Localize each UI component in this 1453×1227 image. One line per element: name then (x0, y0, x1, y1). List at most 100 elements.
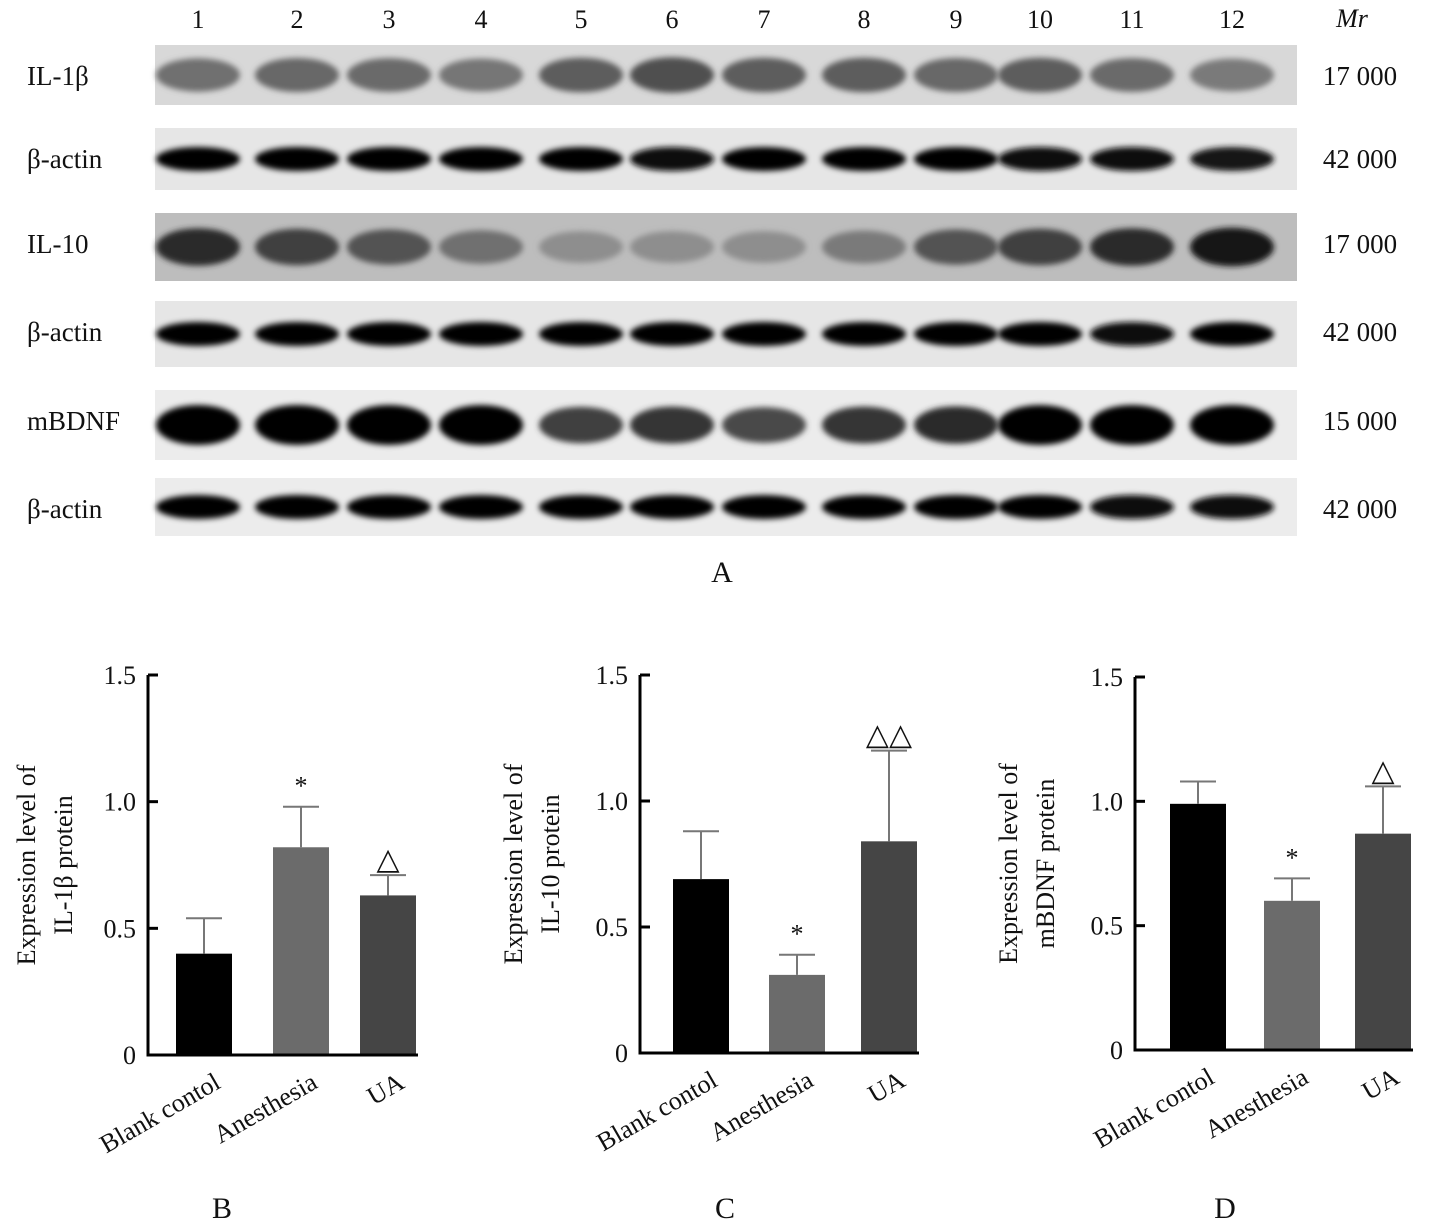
blot-band (822, 322, 906, 346)
bar (769, 974, 825, 1053)
blot-band (156, 405, 240, 445)
blot-band (439, 322, 523, 346)
blot-row-mr: 17 000 (1323, 61, 1397, 91)
blot-row-label: β-actin (27, 317, 103, 347)
blot-band (1090, 228, 1174, 266)
blot-band (1090, 495, 1174, 519)
blot-band (255, 322, 339, 346)
y-tick-label: 0 (615, 1039, 628, 1068)
blot-band (255, 495, 339, 519)
blot-band (156, 322, 240, 346)
lane-number: 3 (383, 5, 396, 34)
blot-row-label: IL-10 (27, 229, 88, 259)
significance-marker: △ (1371, 754, 1394, 787)
y-tick-label: 0.5 (104, 914, 137, 943)
mr-header: Mr (1335, 4, 1369, 33)
blot-band (255, 228, 339, 266)
blot-row: β-actin 42 000 (27, 128, 1397, 190)
category-label: UA (1357, 1062, 1404, 1106)
blot-row-label: mBDNF (27, 406, 120, 436)
blot-band (1190, 495, 1274, 519)
y-axis-label: Expression level of (994, 763, 1023, 964)
blot-band (722, 322, 806, 346)
lane-number: 1 (192, 5, 205, 34)
blot-band (255, 147, 339, 171)
lane-number: 6 (666, 5, 679, 34)
blot-band (539, 57, 623, 93)
blot-band (439, 58, 523, 92)
blot-band (630, 322, 714, 346)
blot-band (1090, 405, 1174, 445)
lane-number: 9 (950, 5, 963, 34)
blot-band (1190, 322, 1274, 346)
blot-row: IL-1β 17 000 (27, 45, 1397, 105)
blot-band (722, 231, 806, 263)
blot-band (439, 495, 523, 519)
blot-band (156, 147, 240, 171)
blot-band (914, 406, 998, 444)
lane-numbers: 1 2 3 4 5 6 7 8 9 10 11 12 (192, 5, 1246, 34)
panel-label: B (212, 1192, 232, 1225)
blot-row-mr: 42 000 (1323, 317, 1397, 347)
blot-band (439, 405, 523, 445)
bar (861, 841, 917, 1053)
blot-band (914, 495, 998, 519)
blot-band (998, 57, 1082, 93)
bar-charts: * △ 0 0.5 1.0 1.5 Expression level of IL-1β pro… (12, 661, 1413, 1225)
blot-band (1190, 405, 1274, 445)
blot-band (998, 495, 1082, 519)
blot-band (822, 57, 906, 93)
bar-chart-d: * △ 0 0.5 1.0 1.5 Expression level of mBDNF pro… (994, 663, 1413, 1225)
y-tick-label: 1.5 (1091, 663, 1124, 692)
category-label: Anesthesia (705, 1065, 819, 1147)
significance-marker: * (1286, 843, 1299, 872)
blot-band (439, 230, 523, 264)
blot-band (1090, 322, 1174, 346)
blot-row-label: β-actin (27, 144, 103, 174)
y-tick-label: 0.5 (1091, 912, 1124, 941)
category-label: UA (863, 1065, 910, 1109)
category-label: Blank contol (592, 1065, 722, 1157)
blot-row: IL-10 17 000 (27, 213, 1397, 281)
significance-marker: * (295, 772, 308, 801)
blot-row: mBDNF 15 000 (27, 390, 1397, 460)
blot-band (722, 407, 806, 443)
blot-band (630, 495, 714, 519)
blot-row-mr: 42 000 (1323, 144, 1397, 174)
bar-chart-c: * △△ 0 0.5 1.0 1.5 Expression level of IL-10 pr… (499, 661, 919, 1225)
blot-band (347, 58, 431, 92)
blot-band (539, 495, 623, 519)
category-label: UA (362, 1067, 409, 1111)
blot-band (998, 228, 1082, 266)
blot-band (630, 57, 714, 93)
blot-band (914, 229, 998, 265)
bar (360, 895, 416, 1055)
blot-band (822, 230, 906, 264)
blot-row-mr: 42 000 (1323, 494, 1397, 524)
y-axis-label: IL-1β protein (49, 795, 78, 935)
lane-number: 12 (1219, 5, 1245, 34)
blot-band (347, 495, 431, 519)
blot-band (998, 322, 1082, 346)
blot-band (630, 147, 714, 171)
y-axis-label: Expression level of (12, 764, 41, 965)
category-label: Anesthesia (209, 1067, 323, 1149)
blot-row-mr: 15 000 (1323, 406, 1397, 436)
panel-label: D (1214, 1192, 1236, 1225)
blot-band (1090, 58, 1174, 92)
blot-band (722, 57, 806, 93)
y-tick-label: 1.0 (596, 787, 629, 816)
blot-band (998, 147, 1082, 171)
blot-band (1190, 147, 1274, 171)
blot-band (255, 58, 339, 92)
y-tick-label: 1.5 (596, 661, 629, 690)
blot-band (156, 58, 240, 92)
lane-number: 2 (291, 5, 304, 34)
category-label: Anesthesia (1200, 1062, 1314, 1144)
bar (673, 879, 729, 1053)
blot-band (255, 405, 339, 445)
category-label: Blank contol (1089, 1062, 1219, 1154)
blot-band (998, 405, 1082, 445)
bar (1355, 833, 1411, 1050)
